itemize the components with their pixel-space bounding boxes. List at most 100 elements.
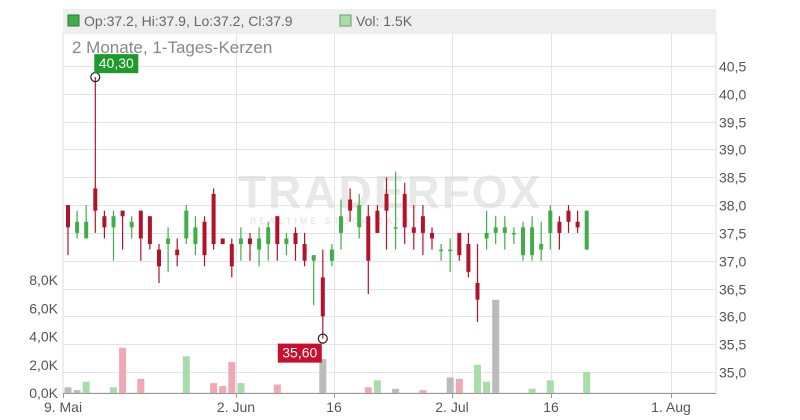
vol-text: Vol: 1.5K	[356, 13, 413, 29]
volume-bar	[474, 364, 481, 393]
candle-body	[248, 238, 252, 245]
price-tick-label: 40,0	[719, 87, 746, 103]
candle-body	[530, 227, 535, 256]
volume-bar	[73, 390, 81, 393]
candle-body	[120, 210, 125, 217]
candle-body	[147, 216, 152, 245]
candle-body	[539, 244, 544, 250]
price-tick-label: 39,5	[719, 115, 746, 131]
volume-bar	[546, 380, 554, 393]
candle-body	[311, 255, 316, 261]
watermark-brand: TRADERFOX	[238, 166, 542, 218]
volume-tick-label: 0,0K	[29, 385, 58, 401]
candle-body	[357, 205, 362, 228]
volume-bar	[446, 377, 454, 393]
volume-bar	[419, 390, 427, 393]
candle-body	[238, 238, 243, 245]
ohlc-legend-swatch	[67, 14, 80, 27]
low-label-bg	[277, 343, 322, 363]
volume-bar	[110, 387, 117, 393]
candle-body	[93, 188, 98, 211]
candle-body	[284, 238, 289, 245]
volume-bars	[64, 299, 591, 393]
candle-body	[175, 249, 180, 256]
candle-body	[557, 221, 562, 233]
time-tick-label: 2. Jul	[435, 399, 468, 415]
price-tick-label: 35,0	[719, 365, 746, 381]
grid	[62, 32, 717, 394]
price-tick-label: 40,5	[719, 59, 746, 75]
volume-bar	[319, 359, 327, 393]
candle-body	[575, 221, 580, 228]
low-marker	[317, 333, 328, 344]
volume-bar	[228, 361, 236, 393]
candle-body	[411, 227, 416, 233]
candle-body	[320, 277, 325, 317]
volume-bar	[492, 299, 500, 393]
price-tick-label: 39,0	[719, 142, 746, 158]
price-tick-label: 38,5	[719, 170, 746, 186]
candle-body	[484, 232, 489, 239]
candle-body	[402, 193, 407, 228]
volume-bar	[392, 388, 400, 393]
price-tick-label: 35,5	[719, 337, 746, 353]
volume-bar	[455, 378, 463, 393]
high-label-bg	[94, 54, 139, 74]
candle-body	[193, 227, 198, 245]
volume-bar	[219, 385, 227, 393]
volume-tick-label: 4,0K	[29, 329, 58, 345]
axes: 35,0 35,5 36,0 36,5 37,0 37,5 38,0 38,5 39,0 39,5…	[29, 59, 746, 416]
vol-legend-swatch	[339, 14, 352, 27]
volume-bar	[373, 380, 381, 393]
low-label: 35,60	[282, 345, 317, 361]
candle-body	[211, 193, 216, 245]
candle-body	[275, 216, 280, 245]
candle-body	[157, 249, 161, 267]
candle-body	[293, 232, 298, 245]
candle-body	[584, 210, 589, 250]
watermark-tagline: REALTIME STOCK DATA	[250, 216, 412, 226]
candle-body	[66, 205, 70, 228]
candle-body	[302, 244, 307, 261]
candle-body	[266, 227, 271, 245]
ohlc-text: Op:37.2, Hi:37.9, Lo:37.2, Cl:37.9	[84, 13, 293, 29]
candle-body	[548, 210, 553, 233]
candle-body	[475, 282, 480, 300]
candle-body	[257, 238, 262, 250]
volume-bar	[583, 371, 591, 393]
high-label: 40,30	[99, 55, 134, 71]
volume-bar	[528, 388, 536, 393]
volume-tick-label: 6,0K	[29, 300, 58, 316]
time-tick-label: 1. Aug	[651, 399, 691, 415]
candle-body	[339, 216, 343, 233]
time-tick-label: 2. Jun	[217, 399, 255, 415]
volume-bar	[64, 387, 72, 393]
volume-tick-label: 8,0K	[29, 272, 58, 288]
candle-body	[420, 216, 425, 233]
volume-bar	[182, 356, 190, 393]
candles	[66, 77, 589, 339]
candle-body	[457, 232, 462, 256]
candle-body	[329, 249, 334, 261]
candle-body	[521, 227, 525, 256]
time-tick-label: 16	[543, 399, 559, 415]
volume-tick-label: 2,0K	[29, 357, 58, 373]
volume-bar	[137, 378, 145, 393]
candle-body	[439, 249, 444, 252]
candle-body	[129, 221, 134, 228]
volume-bar	[483, 381, 491, 393]
volume-bar	[119, 347, 127, 393]
price-tick-label: 37,5	[719, 226, 746, 242]
volume-bar	[273, 384, 281, 393]
candle-body	[502, 227, 507, 233]
price-tick-label: 38,0	[719, 198, 746, 214]
candle-body	[166, 238, 171, 245]
time-tick-label: 9. Mai	[44, 399, 82, 415]
volume-bar	[237, 383, 245, 393]
candle-body	[384, 193, 389, 211]
candle-body	[466, 244, 471, 272]
candle-body	[448, 249, 453, 252]
candle-body	[75, 221, 80, 233]
price-tick-label: 36,0	[719, 309, 746, 325]
